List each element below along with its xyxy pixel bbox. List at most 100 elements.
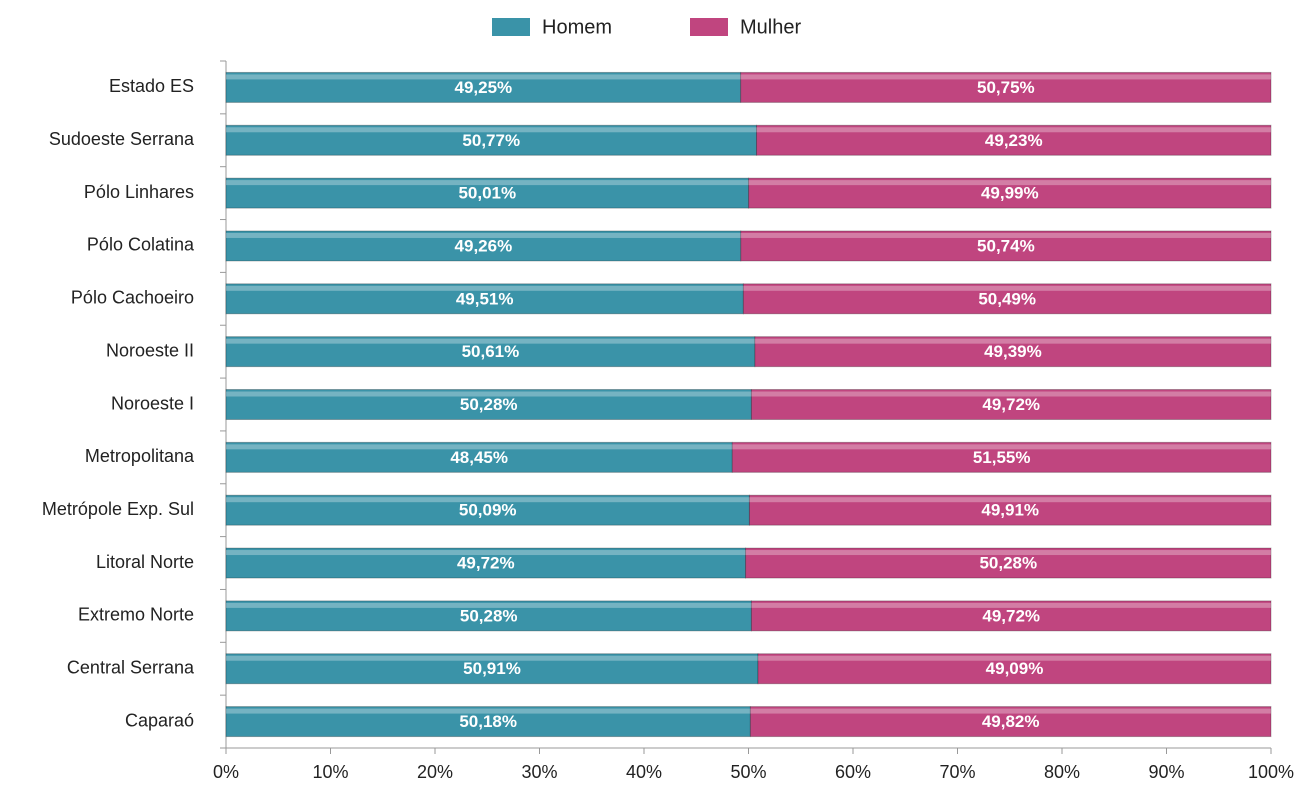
- y-tick-label: Caparaó: [125, 710, 194, 730]
- x-tick-label: 30%: [521, 762, 557, 782]
- legend-label: Homem: [542, 16, 612, 38]
- value-label: 50,28%: [460, 395, 518, 414]
- value-label: 50,77%: [462, 131, 520, 150]
- bar-highlight: [750, 708, 1271, 714]
- bar-highlight: [226, 655, 759, 661]
- bar-segment: [756, 124, 1272, 156]
- bar-segment: [745, 547, 1272, 579]
- value-label: 49,72%: [457, 554, 515, 573]
- bar-highlight: [226, 232, 741, 238]
- y-tick-label: Metropolitana: [85, 446, 195, 466]
- bar-segment: [748, 177, 1272, 209]
- value-label: 49,25%: [454, 78, 512, 97]
- bar-segment: [225, 124, 758, 156]
- bar-segment: [225, 706, 751, 738]
- bar-highlight: [758, 655, 1271, 661]
- bar-highlight: [745, 550, 1271, 556]
- bar-segment: [225, 283, 744, 315]
- y-tick-label: Noroeste I: [111, 393, 194, 413]
- y-tick-label: Noroeste II: [106, 340, 194, 360]
- bar-segment: [750, 600, 1272, 632]
- y-tick-label: Central Serrana: [67, 657, 195, 677]
- bar-highlight: [748, 180, 1271, 186]
- legend-swatch: [492, 18, 530, 36]
- x-tick-label: 20%: [417, 762, 453, 782]
- value-label: 49,39%: [984, 342, 1042, 361]
- bar-highlight: [749, 497, 1271, 503]
- x-tick-label: 100%: [1248, 762, 1294, 782]
- value-label: 49,82%: [982, 712, 1040, 731]
- bar-segment: [757, 653, 1272, 685]
- bar-highlight: [226, 180, 749, 186]
- bar-segment: [225, 389, 752, 420]
- legend-swatch: [690, 18, 728, 36]
- value-label: 50,28%: [979, 554, 1037, 573]
- value-label: 50,74%: [977, 236, 1035, 255]
- x-tick-label: 90%: [1148, 762, 1184, 782]
- bar-highlight: [226, 74, 741, 80]
- value-label: 49,72%: [982, 606, 1040, 625]
- bar-highlight: [754, 338, 1271, 344]
- bar-highlight: [751, 391, 1271, 397]
- x-tick-label: 50%: [730, 762, 766, 782]
- bar-highlight: [740, 232, 1271, 238]
- y-tick-label: Pólo Linhares: [84, 182, 194, 202]
- value-label: 50,09%: [459, 501, 517, 520]
- value-label: 50,01%: [458, 184, 516, 203]
- value-label: 51,55%: [973, 448, 1031, 467]
- value-label: 49,51%: [456, 289, 514, 308]
- y-tick-label: Pólo Cachoeiro: [71, 288, 194, 308]
- bar-segment: [225, 441, 733, 473]
- value-label: 49,91%: [981, 501, 1039, 520]
- bar-highlight: [226, 338, 755, 344]
- bar-segment: [225, 494, 750, 526]
- value-label: 49,23%: [985, 131, 1043, 150]
- bar-highlight: [743, 285, 1271, 291]
- value-label: 48,45%: [450, 448, 508, 467]
- bar-segment: [225, 230, 742, 262]
- value-label: 49,09%: [986, 659, 1044, 678]
- y-tick-label: Litoral Norte: [96, 552, 194, 572]
- x-tick-label: 60%: [835, 762, 871, 782]
- y-tick-label: Sudoeste Serrana: [49, 129, 195, 149]
- bar-highlight: [226, 708, 751, 714]
- x-tick-label: 10%: [312, 762, 348, 782]
- bar-highlight: [756, 127, 1271, 133]
- value-label: 50,91%: [463, 659, 521, 678]
- bar-segment: [742, 283, 1272, 315]
- bar-highlight: [751, 602, 1271, 608]
- x-tick-label: 70%: [939, 762, 975, 782]
- bar-segment: [225, 336, 756, 368]
- bar-segment: [225, 653, 759, 685]
- value-label: 50,49%: [978, 289, 1036, 308]
- x-tick-label: 40%: [626, 762, 662, 782]
- value-label: 49,72%: [982, 395, 1040, 414]
- bar-highlight: [226, 602, 752, 608]
- bar-highlight: [226, 550, 746, 556]
- bar-segment: [750, 389, 1272, 420]
- bar-segment: [225, 547, 747, 579]
- bar-segment: [731, 441, 1272, 473]
- bar-highlight: [740, 74, 1271, 80]
- y-tick-label: Pólo Colatina: [87, 235, 195, 255]
- bar-segment: [748, 494, 1272, 526]
- legend-label: Mulher: [740, 16, 801, 38]
- bar-segment: [749, 706, 1272, 738]
- bar-segment: [740, 230, 1272, 262]
- x-tick-label: 0%: [213, 762, 239, 782]
- bar-segment: [225, 177, 750, 209]
- value-label: 49,26%: [455, 236, 513, 255]
- bar-highlight: [732, 444, 1271, 450]
- bar-segment: [740, 71, 1272, 103]
- bar-highlight: [226, 391, 752, 397]
- value-label: 50,18%: [459, 712, 517, 731]
- value-label: 50,61%: [462, 342, 520, 361]
- bar-segment: [754, 336, 1272, 368]
- value-label: 50,75%: [977, 78, 1035, 97]
- y-tick-label: Extremo Norte: [78, 605, 194, 625]
- bar-highlight: [226, 127, 757, 133]
- x-tick-label: 80%: [1044, 762, 1080, 782]
- y-tick-label: Metrópole Exp. Sul: [42, 499, 194, 519]
- y-tick-label: Estado ES: [109, 76, 194, 96]
